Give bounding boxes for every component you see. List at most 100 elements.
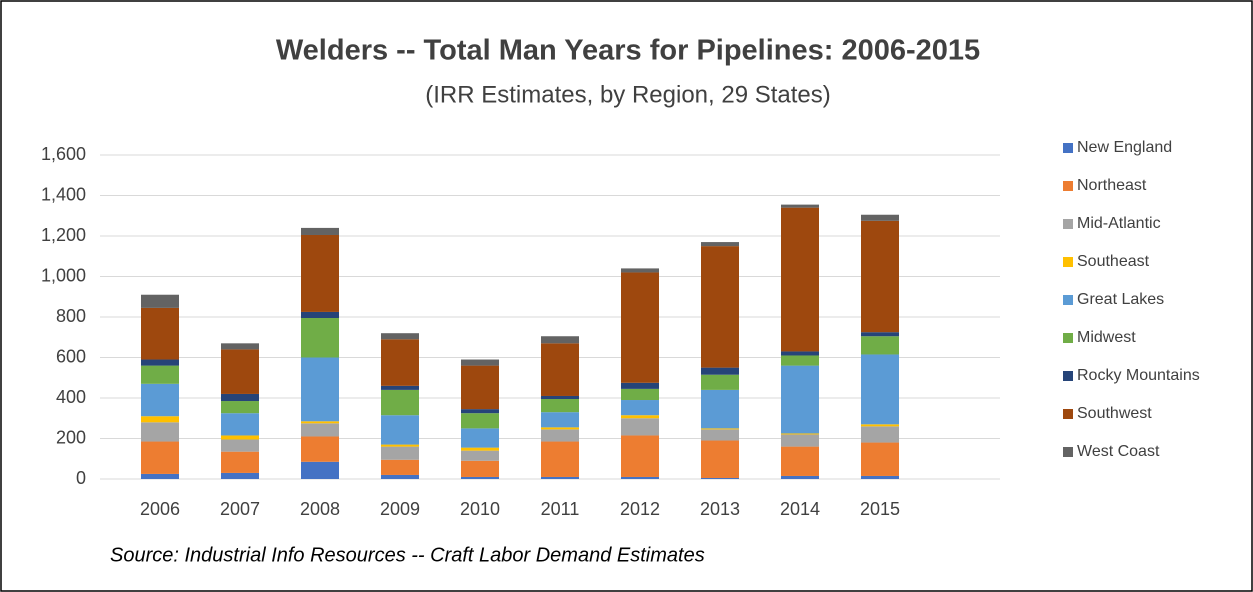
bar-segment bbox=[301, 227, 339, 235]
bar-segment bbox=[621, 476, 659, 479]
bar-segment bbox=[301, 234, 339, 312]
y-tick-label: 600 bbox=[56, 346, 86, 366]
bar-segment bbox=[861, 354, 899, 425]
bar-segment bbox=[781, 434, 819, 447]
y-tick-label: 400 bbox=[56, 387, 86, 407]
legend-label: Rocky Mountains bbox=[1077, 367, 1200, 384]
bar-segment bbox=[701, 428, 739, 430]
bar-segment bbox=[861, 475, 899, 479]
bar-segment bbox=[221, 349, 259, 394]
bar-segment bbox=[221, 451, 259, 473]
bar-segment bbox=[701, 389, 739, 429]
bar-segment bbox=[301, 357, 339, 422]
bar-segment bbox=[461, 450, 499, 461]
bar-segment bbox=[781, 207, 819, 352]
bar-segment bbox=[141, 359, 179, 366]
bar-segment bbox=[861, 336, 899, 355]
bar-segment bbox=[541, 399, 579, 413]
bar-segment bbox=[701, 246, 739, 368]
bar-segment bbox=[301, 423, 339, 437]
legend-swatch bbox=[1063, 181, 1073, 191]
bar-segment bbox=[541, 336, 579, 344]
bar-segment bbox=[381, 415, 419, 445]
legend-swatch bbox=[1063, 371, 1073, 381]
bar-segment bbox=[381, 389, 419, 416]
bar-segment bbox=[781, 446, 819, 476]
y-tick-label: 1,600 bbox=[41, 144, 86, 164]
bar-segment bbox=[621, 418, 659, 436]
bar-segment bbox=[621, 382, 659, 389]
legend-label: Midwest bbox=[1077, 329, 1136, 346]
bar-segment bbox=[381, 459, 419, 475]
bar-segment bbox=[381, 385, 419, 390]
bar-segment bbox=[141, 307, 179, 360]
legend-swatch bbox=[1063, 219, 1073, 229]
chart-subtitle: (IRR Estimates, by Region, 29 States) bbox=[425, 81, 831, 108]
bar-segment bbox=[781, 351, 819, 356]
bar-segment bbox=[221, 343, 259, 350]
bar-segment bbox=[141, 473, 179, 479]
bar-segment bbox=[701, 242, 739, 247]
bar-segment bbox=[381, 333, 419, 340]
legend-swatch bbox=[1063, 333, 1073, 343]
x-tick-label: 2008 bbox=[300, 499, 340, 519]
bar-segment bbox=[301, 311, 339, 319]
y-tick-label: 800 bbox=[56, 306, 86, 326]
bar-segment bbox=[861, 220, 899, 333]
bar-segment bbox=[301, 318, 339, 358]
x-tick-label: 2007 bbox=[220, 499, 260, 519]
bar-segment bbox=[621, 400, 659, 416]
bar-segment bbox=[141, 416, 179, 423]
legend-label: West Coast bbox=[1077, 443, 1160, 460]
x-tick-label: 2011 bbox=[541, 499, 580, 519]
bar-segment bbox=[221, 413, 259, 436]
y-tick-label: 1,200 bbox=[41, 225, 86, 245]
bar-segment bbox=[301, 461, 339, 479]
bar-segment bbox=[221, 401, 259, 414]
bar-segment bbox=[861, 424, 899, 427]
legend-label: New England bbox=[1077, 139, 1172, 156]
y-tick-label: 0 bbox=[76, 468, 86, 488]
bar-segment bbox=[221, 393, 259, 402]
bar-segment bbox=[621, 415, 659, 419]
x-tick-label: 2013 bbox=[700, 499, 740, 519]
bar-segment bbox=[141, 422, 179, 442]
x-tick-label: 2010 bbox=[460, 499, 500, 519]
x-tick-label: 2012 bbox=[620, 499, 660, 519]
bar-segment bbox=[541, 441, 579, 477]
x-tick-label: 2006 bbox=[140, 499, 180, 519]
bar-segment bbox=[141, 294, 179, 308]
bar-segment bbox=[781, 365, 819, 434]
bar-segment bbox=[781, 355, 819, 366]
x-tick-label: 2015 bbox=[860, 499, 900, 519]
source-note: Source: Industrial Info Resources -- Cra… bbox=[110, 544, 705, 566]
bar-segment bbox=[861, 426, 899, 443]
bar-segment bbox=[461, 447, 499, 451]
bar-segment bbox=[701, 367, 739, 375]
bar-segment bbox=[461, 460, 499, 477]
bar-segment bbox=[861, 332, 899, 337]
bar-segment bbox=[141, 441, 179, 474]
y-tick-label: 1,000 bbox=[41, 265, 86, 285]
y-tick-label: 1,400 bbox=[41, 184, 86, 204]
bar-segment bbox=[861, 442, 899, 476]
bar-segment bbox=[781, 204, 819, 208]
bar-segment bbox=[221, 472, 259, 479]
bar-segment bbox=[541, 412, 579, 428]
bar-segment bbox=[461, 365, 499, 410]
legend-swatch bbox=[1063, 409, 1073, 419]
chart-title: Welders -- Total Man Years for Pipelines… bbox=[276, 35, 980, 67]
bar-segment bbox=[381, 444, 419, 447]
bar-segment bbox=[461, 409, 499, 414]
legend-swatch bbox=[1063, 143, 1073, 153]
bar-segment bbox=[621, 435, 659, 477]
bar-segment bbox=[221, 435, 259, 440]
legend-swatch bbox=[1063, 295, 1073, 305]
bar-segment bbox=[221, 439, 259, 452]
bar-segment bbox=[701, 429, 739, 441]
x-tick-label: 2014 bbox=[780, 499, 820, 519]
bar-segment bbox=[621, 268, 659, 273]
legend-swatch bbox=[1063, 257, 1073, 267]
bar-segment bbox=[781, 475, 819, 479]
bar-segment bbox=[621, 272, 659, 383]
